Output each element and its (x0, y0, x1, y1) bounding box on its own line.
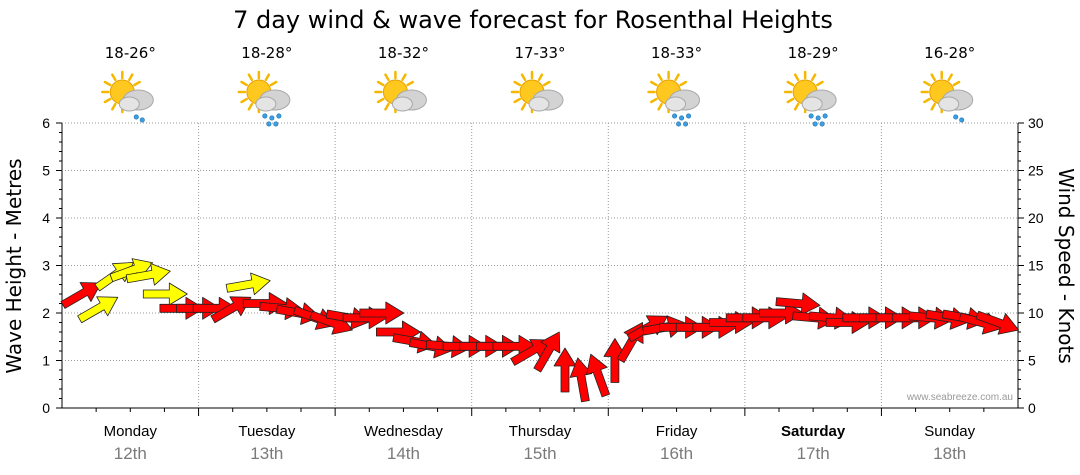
temperature-range: 18-29° (788, 44, 839, 62)
temperature-range: 18-32° (378, 44, 429, 62)
day-name: Monday (104, 423, 158, 440)
day-name: Wednesday (364, 423, 443, 440)
left-axis-label: Wave Height - Metres (2, 158, 26, 373)
left-tick-label: 2 (42, 305, 50, 321)
temperature-range: 18-33° (651, 44, 702, 62)
wind-arrow (553, 347, 577, 393)
sun-cloud-rain-icon (783, 70, 837, 127)
sun-cloud-rain-icon (647, 70, 701, 127)
left-tick-label: 4 (42, 210, 50, 226)
sun-cloud-icon (510, 70, 564, 114)
wind-arrow (60, 282, 102, 309)
day-date: 14th (387, 444, 420, 463)
right-tick-label: 30 (1028, 115, 1044, 131)
right-tick-label: 5 (1028, 353, 1036, 369)
wind-arrows (60, 258, 1020, 403)
temperature-range: 18-28° (241, 44, 292, 62)
wind-arrow (586, 353, 610, 398)
weather-icons (101, 70, 974, 127)
day-date: 18th (933, 444, 966, 463)
wind-arrow (569, 357, 593, 403)
day-name: Sunday (924, 423, 975, 440)
day-date: 16th (660, 444, 693, 463)
day-name: Saturday (781, 423, 846, 440)
day-name: Thursday (509, 423, 572, 440)
right-tick-label: 15 (1028, 258, 1044, 274)
day-name: Friday (656, 423, 698, 440)
wind-arrow (359, 301, 405, 325)
left-tick-label: 6 (42, 115, 50, 131)
left-tick-labels: 0 1 2 3 4 5 6 (42, 115, 50, 416)
temperature-range: 18-26° (105, 44, 156, 62)
wind-arrow (125, 263, 171, 286)
left-tick-label: 0 (42, 400, 50, 416)
day-date: 13th (250, 444, 283, 463)
sun-cloud-showers-icon (920, 70, 974, 123)
wind-arrow (975, 310, 1020, 335)
right-tick-label: 20 (1028, 210, 1044, 226)
right-tick-label: 10 (1028, 305, 1044, 321)
day-date: 15th (523, 444, 556, 463)
chart-title: 7 day wind & wave forecast for Rosenthal… (233, 6, 833, 34)
left-tick-label: 3 (42, 258, 50, 274)
right-tick-labels: 0 5 10 15 20 25 30 (1028, 115, 1044, 416)
wind-arrow (603, 338, 627, 383)
day-name: Tuesday (238, 423, 295, 440)
sun-cloud-rain-icon (237, 70, 291, 127)
wind-arrow (77, 296, 119, 324)
wind-arrow (142, 282, 188, 306)
left-tick-label: 5 (42, 163, 50, 179)
wind-arrow (309, 310, 353, 335)
right-tick-label: 0 (1028, 400, 1036, 416)
day-date: 12th (114, 444, 147, 463)
day-date: 17th (797, 444, 830, 463)
day-labels: Monday 12th Tuesday 13th Wednesday 14th Thursd… (104, 423, 976, 463)
right-tick-label: 25 (1028, 163, 1044, 179)
sun-cloud-showers-icon (101, 70, 154, 123)
day-temperatures: 18-26° 18-28° 18-32° 17-33° 18-33° 18-29° 16-2… (105, 44, 976, 62)
credit-text: www.seabreeze.com.au (906, 392, 1013, 403)
wind-arrow (225, 272, 271, 296)
temperature-range: 16-28° (924, 44, 975, 62)
temperature-range: 17-33° (514, 44, 565, 62)
sun-cloud-icon (374, 70, 427, 114)
left-tick-label: 1 (42, 353, 50, 369)
right-axis-label: Wind Speed - Knots (1054, 168, 1078, 364)
wind-arrow (775, 292, 821, 316)
wind-arrow (533, 331, 561, 373)
minor-ticks (56, 122, 1024, 412)
